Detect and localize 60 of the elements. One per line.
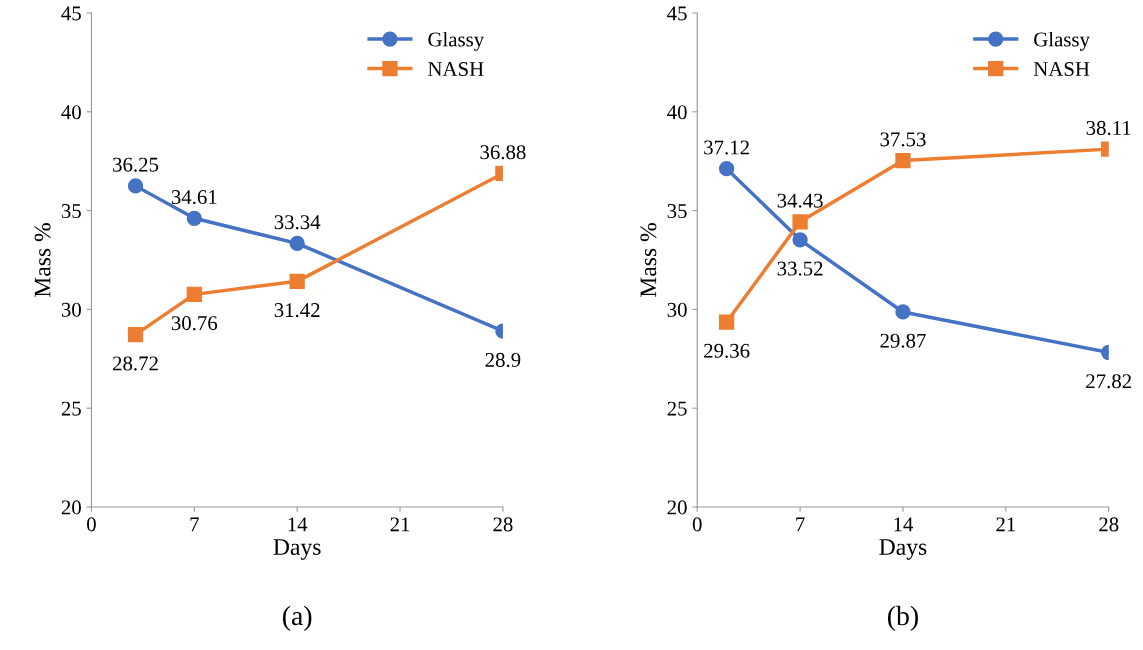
data-label: 34.61 xyxy=(171,190,217,205)
x-axis-title: Days xyxy=(273,539,321,560)
legend-label: Glassy xyxy=(428,31,485,51)
y-axis-title: Mass % xyxy=(640,223,657,298)
y-tick-label: 40 xyxy=(61,105,81,120)
y-tick-label: 35 xyxy=(667,204,687,219)
x-tick-label: 28 xyxy=(493,517,513,532)
point xyxy=(895,152,911,169)
point xyxy=(289,235,305,252)
y-tick-label: 20 xyxy=(667,500,687,515)
data-label: 28.9 xyxy=(485,352,521,367)
x-axis-title: Days xyxy=(879,539,927,560)
data-label: 37.53 xyxy=(880,132,926,147)
data-label: 33.52 xyxy=(777,261,823,276)
point xyxy=(186,286,202,303)
y-tick-label: 35 xyxy=(61,204,81,219)
point xyxy=(718,314,735,330)
x-tick-label: 21 xyxy=(390,517,410,532)
x-tick-label: 14 xyxy=(288,517,308,532)
data-label: 37.12 xyxy=(704,140,749,155)
x-tick-label: 7 xyxy=(190,517,199,532)
x-tick-label: 21 xyxy=(996,517,1016,532)
data-label: 30.76 xyxy=(171,316,218,331)
data-label: 31.42 xyxy=(274,303,320,318)
point xyxy=(895,304,911,320)
data-label: 28.72 xyxy=(113,356,158,371)
data-label: 33.34 xyxy=(274,215,321,230)
x-tick-label: 14 xyxy=(894,517,914,532)
point xyxy=(127,327,144,343)
y-tick-label: 25 xyxy=(667,401,687,416)
point xyxy=(792,232,808,248)
x-tick-label: 0 xyxy=(692,517,702,532)
point xyxy=(186,210,202,226)
data-label: 36.88 xyxy=(480,145,526,160)
data-label: 38.11 xyxy=(1086,120,1131,136)
point xyxy=(127,178,144,194)
y-tick-label: 45 xyxy=(667,6,687,21)
point xyxy=(792,214,808,230)
data-label: 27.82 xyxy=(1086,374,1131,389)
y-tick-label: 45 xyxy=(61,6,81,21)
legend-label: NASH xyxy=(428,62,484,77)
data-label: 29.36 xyxy=(704,343,750,358)
legend-label: Glassy xyxy=(1034,31,1090,51)
text: (a) xyxy=(282,605,312,631)
data-label: 36.25 xyxy=(113,157,159,172)
y-tick-label: 40 xyxy=(667,105,687,120)
x-tick-label: 7 xyxy=(796,517,805,532)
point xyxy=(718,161,735,177)
x-tick-label: 0 xyxy=(87,517,96,532)
y-tick-label: 30 xyxy=(61,302,81,317)
y-tick-label: 25 xyxy=(61,401,81,416)
y-tick-label: 30 xyxy=(667,302,687,317)
x-tick-label: 28 xyxy=(1099,517,1119,532)
data-label: 34.43 xyxy=(777,193,823,208)
y-axis-title: Mass % xyxy=(34,223,51,298)
text: (b) xyxy=(888,605,918,631)
point xyxy=(289,273,305,289)
legend-label: NASH xyxy=(1033,62,1090,77)
data-label: 29.87 xyxy=(880,333,926,348)
y-tick-label: 20 xyxy=(61,500,81,515)
